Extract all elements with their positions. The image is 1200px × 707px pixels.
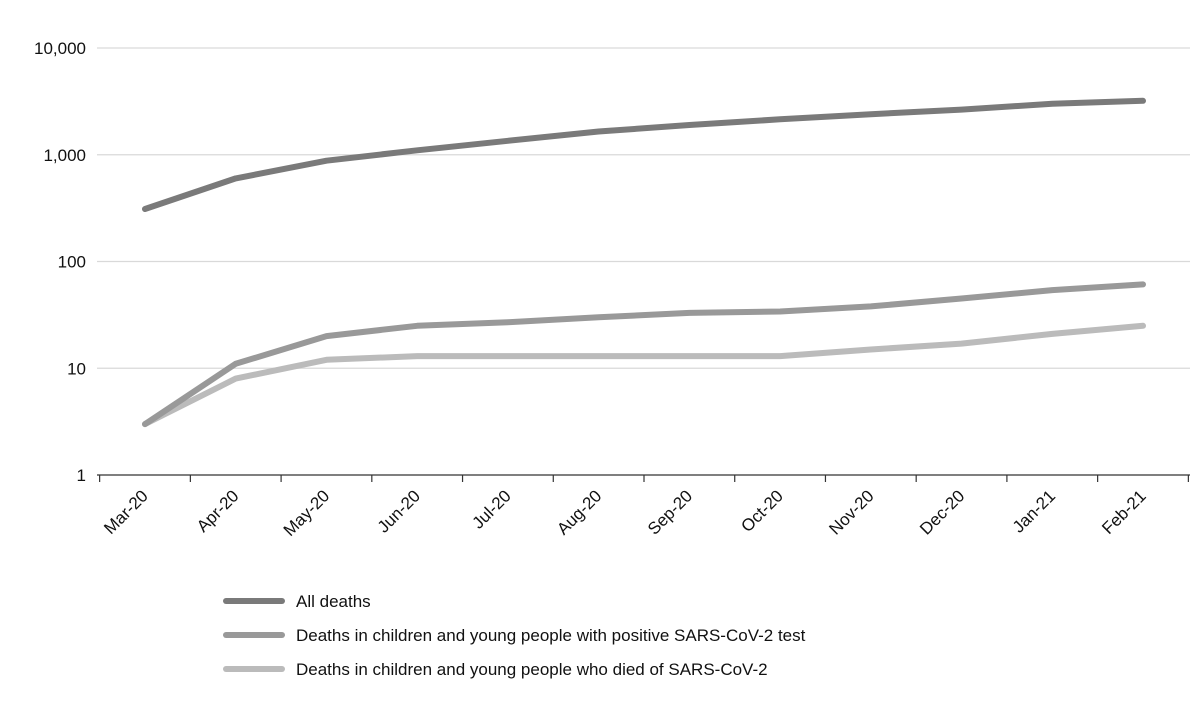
- x-tick-label: Jan-21: [1009, 486, 1059, 536]
- legend-label: Deaths in children and young people with…: [296, 626, 806, 645]
- x-tick-label: Mar-20: [100, 486, 152, 538]
- series-lines: [142, 97, 1146, 428]
- legend-label: Deaths in children and young people who …: [296, 660, 768, 679]
- x-tick-label: Sep-20: [644, 486, 696, 538]
- x-tick-label: Oct-20: [737, 486, 787, 536]
- x-tick-label: Jul-20: [469, 486, 515, 532]
- x-tick-label: May-20: [280, 486, 334, 540]
- y-tick-label: 1: [77, 466, 86, 485]
- series-line-1: [142, 97, 1146, 212]
- y-tick-label: 1,000: [43, 146, 86, 165]
- series-line-2: [142, 281, 1146, 428]
- x-tick-label: Jun-20: [374, 486, 424, 536]
- x-tick-label: Apr-20: [193, 486, 243, 536]
- x-axis-tick-labels: Mar-20 Apr-20 May-20 Jun-20 Jul-20 Aug-20 Sep-…: [100, 486, 1150, 540]
- x-tick-label: Dec-20: [916, 486, 968, 538]
- legend-label: All deaths: [296, 592, 371, 611]
- x-tick-label: Aug-20: [553, 486, 605, 538]
- gridlines: [97, 47, 1190, 369]
- y-axis-tick-labels: 1 10 100 1,000 10,000: [34, 39, 86, 485]
- series-line-3: [142, 322, 1146, 428]
- axes: [97, 474, 1190, 482]
- legend: All deaths Deaths in children and young p…: [223, 592, 806, 679]
- x-tick-label: Nov-20: [825, 486, 877, 538]
- x-tick-label: Feb-21: [1098, 486, 1150, 538]
- y-tick-label: 10,000: [34, 39, 86, 58]
- y-tick-label: 100: [58, 253, 86, 272]
- y-tick-label: 10: [67, 359, 86, 378]
